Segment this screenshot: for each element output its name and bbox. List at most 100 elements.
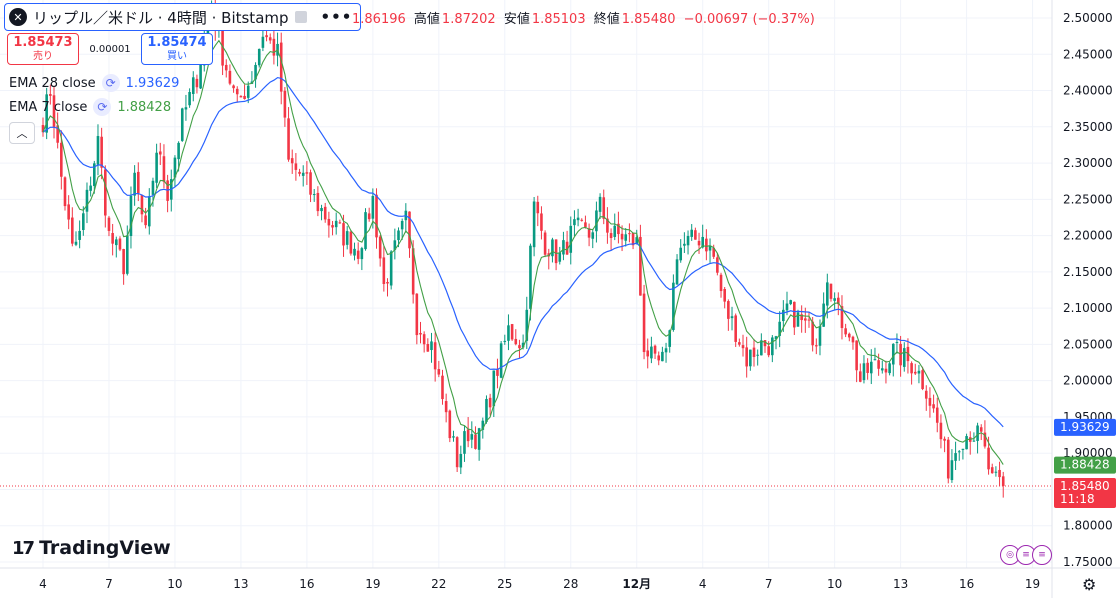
candle-body: [855, 340, 858, 371]
candle-body: [268, 37, 272, 41]
candle-body: [990, 467, 994, 474]
candle-body: [158, 151, 162, 155]
candle-body: [672, 282, 675, 330]
candle-body: [503, 340, 507, 342]
candle-body: [690, 229, 694, 237]
candle-body: [430, 341, 433, 351]
candle-body: [829, 283, 833, 299]
candle-body: [694, 230, 697, 240]
candle-body: [49, 94, 52, 96]
candle-body: [96, 136, 100, 165]
candle-body: [82, 213, 85, 230]
buy-button[interactable]: 1.85474 買い: [141, 33, 213, 65]
candle-body: [448, 410, 452, 439]
candle-body: [818, 326, 822, 346]
candle-body: [298, 171, 301, 174]
candle-body: [367, 213, 371, 220]
candle-body: [921, 370, 924, 390]
candle-body: [459, 453, 463, 468]
close-label: 終値: [593, 12, 620, 27]
low-value: 1.85103: [531, 12, 586, 27]
candle-body: [477, 428, 481, 450]
candle-body: [397, 230, 400, 241]
candle-body: [353, 248, 356, 256]
ema7-price-label-text: 1.88428: [1060, 458, 1110, 472]
refresh-icon[interactable]: ⟳: [93, 98, 112, 116]
candle-body: [136, 171, 140, 194]
x-tick-label: 4: [699, 577, 707, 591]
candle-body: [837, 297, 840, 305]
candle-body: [257, 48, 261, 66]
candle-body: [800, 314, 803, 321]
indicator-ema7[interactable]: EMA 7 close ⟳ 1.88428: [9, 98, 171, 116]
candle-body: [869, 361, 873, 374]
tradingview-logo[interactable]: 17 TradingView: [12, 537, 171, 559]
candle-body: [1001, 476, 1005, 486]
candle-body: [811, 321, 814, 346]
candle-body: [492, 370, 496, 407]
sell-price: 1.85473: [13, 34, 73, 50]
candle-body: [924, 390, 928, 399]
candle-body: [774, 336, 778, 340]
close-value: 1.85480: [621, 12, 676, 27]
us-flag-icon[interactable]: ≡: [1032, 545, 1052, 565]
candle-body: [734, 315, 737, 342]
candle-body: [771, 337, 774, 356]
x-tick-label: 7: [105, 577, 113, 591]
candle-body: [668, 330, 672, 347]
candle-body: [356, 250, 360, 259]
x-tick-label: 10: [167, 577, 182, 591]
more-dots-icon[interactable]: •••: [320, 8, 353, 26]
candle-body: [727, 301, 730, 319]
candle-body: [782, 309, 785, 322]
indicator-ema28[interactable]: EMA 28 close ⟳ 1.93629: [9, 74, 179, 92]
candle-body: [598, 196, 602, 212]
candle-body: [910, 363, 913, 374]
candle-body: [118, 238, 122, 250]
x-tick-label: 13: [233, 577, 248, 591]
candle-body: [888, 363, 891, 374]
open-value: 1.86196: [352, 12, 406, 27]
candle-body: [785, 303, 789, 311]
y-tick-label: 2.35000: [1063, 120, 1113, 134]
candle-body: [327, 218, 331, 226]
candle-body: [606, 218, 609, 233]
candle-body: [705, 238, 708, 252]
candle-body: [228, 70, 232, 84]
candle-body: [455, 437, 459, 468]
candle-body: [976, 425, 979, 441]
x-tick-label: 25: [497, 577, 512, 591]
symbol-header[interactable]: ✕ リップル／米ドル · 4時間 · Bitstamp •••: [4, 3, 362, 31]
candle-body: [789, 300, 792, 305]
candle-body: [987, 447, 990, 470]
indicator-value: 1.88428: [117, 99, 172, 115]
collapse-legend-button[interactable]: ︿: [9, 122, 35, 144]
gear-icon[interactable]: ⚙: [1082, 575, 1097, 594]
candle-body: [551, 239, 554, 257]
candle-body: [723, 288, 726, 302]
symbol-title: リップル／米ドル · 4時間 · Bitstamp: [33, 8, 289, 27]
candle-body: [496, 368, 499, 376]
candle-body: [591, 232, 595, 239]
candle-body: [177, 142, 180, 160]
x-tick-label: 16: [299, 577, 314, 591]
candle-body: [994, 471, 998, 473]
candle-body: [375, 194, 378, 238]
refresh-icon[interactable]: ⟳: [101, 74, 120, 92]
candle-body: [283, 90, 287, 118]
candle-body: [521, 342, 525, 348]
y-tick-label: 2.40000: [1063, 84, 1113, 98]
buy-price: 1.85474: [147, 34, 207, 50]
candle-body: [895, 342, 899, 344]
candle-body: [510, 324, 514, 340]
candle-body: [466, 429, 470, 442]
candle-body: [470, 434, 474, 440]
candle-body: [485, 398, 488, 422]
indicator-value: 1.93629: [125, 75, 180, 91]
sell-button[interactable]: 1.85473 売り: [7, 33, 79, 65]
x-tick-label: 16: [959, 577, 974, 591]
ema7-line: [42, 39, 1004, 465]
candle-body: [807, 319, 811, 321]
economic-events[interactable]: ◎ ≡ ≡: [1000, 545, 1052, 565]
